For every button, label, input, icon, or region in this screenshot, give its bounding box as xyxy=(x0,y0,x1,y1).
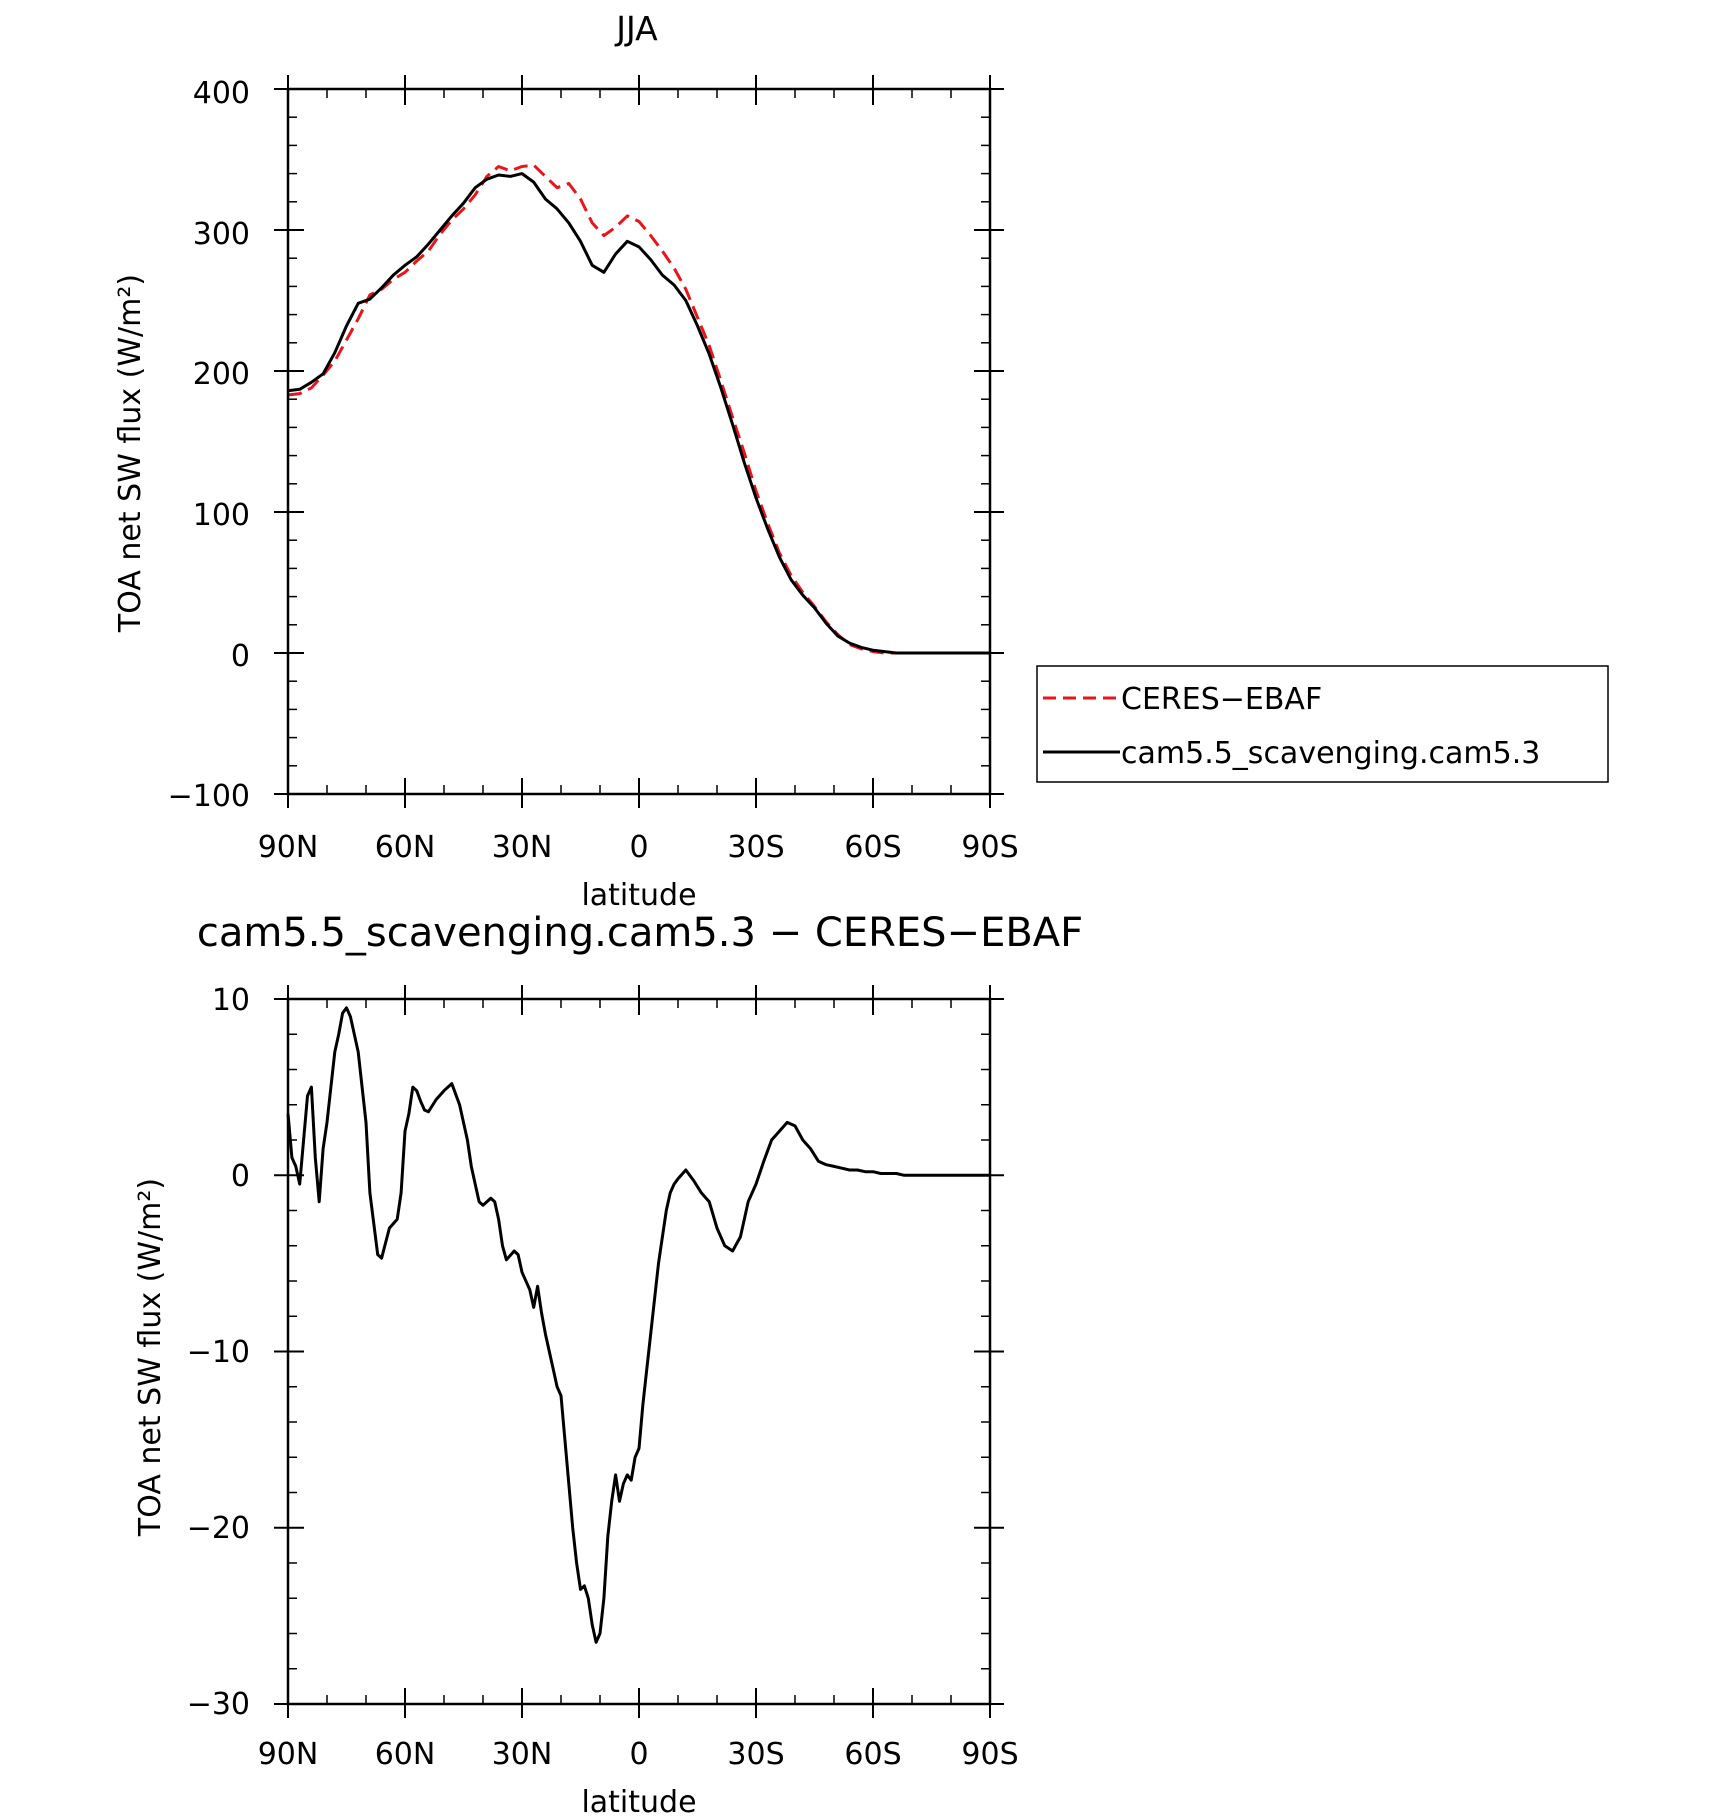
bottom-plot-frame xyxy=(286,997,992,1706)
bottom-x-tick-label: 30N xyxy=(492,1737,553,1772)
top-x-tick-label: 90S xyxy=(961,830,1018,865)
bottom-series-line-0 xyxy=(286,1006,990,1644)
top-x-tick-label: 0 xyxy=(629,830,648,865)
bottom-panel: cam5.5_scavenging.cam5.3 − CERES−EBAF −3… xyxy=(133,910,1083,1816)
bottom-major-ticks xyxy=(274,985,1004,1718)
bottom-y-tick-label: 0 xyxy=(231,1159,250,1194)
top-x-tick-label: 60S xyxy=(844,830,901,865)
top-y-tick-label: 300 xyxy=(193,217,250,252)
bottom-y-tick-labels: −30 −20 −10 0 10 xyxy=(187,983,250,1722)
top-x-tick-label: 30S xyxy=(727,830,784,865)
legend-box xyxy=(1036,665,1609,783)
bottom-x-tick-label: 90S xyxy=(961,1737,1018,1772)
top-series-lines xyxy=(287,163,990,655)
bottom-series-lines xyxy=(286,1006,990,1644)
top-x-tick-label: 60N xyxy=(375,830,436,865)
top-y-tick-label: 0 xyxy=(231,639,250,674)
top-plot-frame xyxy=(286,87,992,796)
top-panel: JJA −100 0 100 200 300 400 90N 60N 30N 0… xyxy=(113,9,1609,913)
top-y-tick-label: 100 xyxy=(193,498,250,533)
legend-label-ceres: CERES−EBAF xyxy=(1121,682,1322,717)
top-y-tick-label: 400 xyxy=(193,76,250,111)
bottom-x-tick-label: 0 xyxy=(629,1737,648,1772)
top-x-tick-label: 30N xyxy=(492,830,553,865)
top-chart-title: JJA xyxy=(614,9,658,48)
bottom-y-tick-label: 10 xyxy=(212,983,250,1018)
top-minor-ticks xyxy=(288,89,990,794)
top-y-tick-label: 200 xyxy=(193,357,250,392)
top-series-line-1 xyxy=(287,172,990,655)
top-series-line-0 xyxy=(287,163,990,655)
bottom-y-tick-label: −30 xyxy=(187,1687,250,1722)
top-y-tick-label: −100 xyxy=(168,779,250,814)
top-x-tick-label: 90N xyxy=(258,830,319,865)
top-x-tick-labels: 90N 60N 30N 0 30S 60S 90S xyxy=(258,830,1019,865)
bottom-x-tick-label: 90N xyxy=(258,1737,319,1772)
bottom-chart-title: cam5.5_scavenging.cam5.3 − CERES−EBAF xyxy=(197,910,1083,956)
bottom-x-axis-label: latitude xyxy=(581,1785,696,1816)
bottom-y-tick-label: −10 xyxy=(187,1335,250,1370)
top-x-axis-label: latitude xyxy=(581,878,696,913)
bottom-x-tick-label: 60S xyxy=(844,1737,901,1772)
top-y-axis-label: TOA net SW flux (W/m²) xyxy=(113,274,148,633)
bottom-x-tick-label: 30S xyxy=(727,1737,784,1772)
bottom-y-axis-label: TOA net SW flux (W/m²) xyxy=(133,1178,168,1537)
bottom-minor-ticks xyxy=(288,999,990,1704)
bottom-x-tick-label: 60N xyxy=(375,1737,436,1772)
legend: CERES−EBAF cam5.5_scavenging.cam5.3 xyxy=(1036,665,1609,783)
top-y-tick-labels: −100 0 100 200 300 400 xyxy=(168,76,250,814)
bottom-x-tick-labels: 90N 60N 30N 0 30S 60S 90S xyxy=(258,1737,1019,1772)
bottom-y-tick-label: −20 xyxy=(187,1511,250,1546)
top-major-ticks xyxy=(274,75,1004,808)
legend-label-cam: cam5.5_scavenging.cam5.3 xyxy=(1121,736,1540,771)
